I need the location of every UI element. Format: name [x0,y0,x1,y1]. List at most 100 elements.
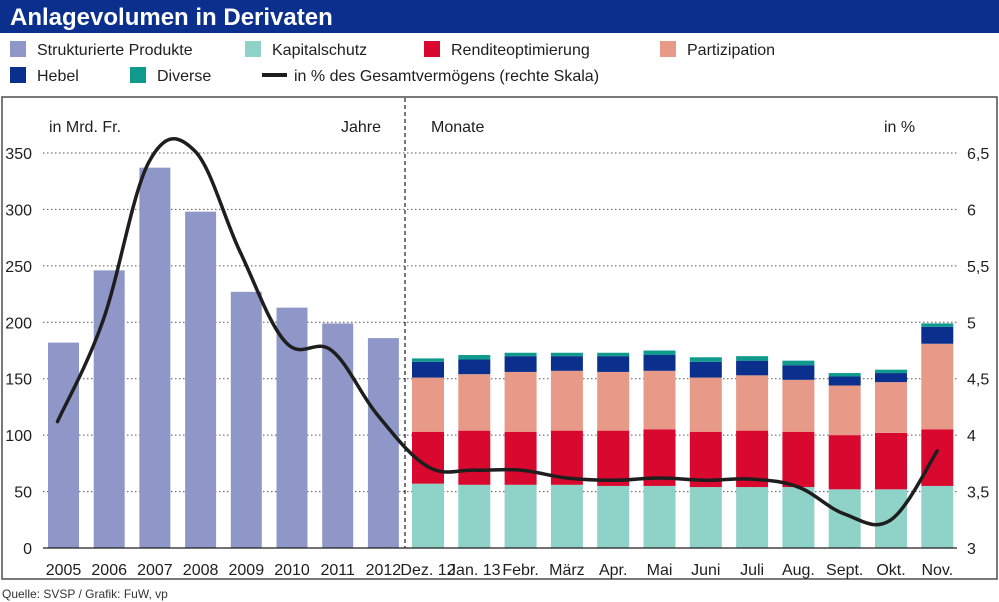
monthly-bar-segment [736,487,769,548]
legend-label: Hebel [37,68,79,85]
x-tick-label: 2012 [366,562,402,579]
share-line-group [55,136,940,527]
legend-label: Kapitalschutz [272,42,367,59]
y-tick-label: 350 [5,146,32,163]
monthly-bar-segment [921,343,954,430]
monthly-bar-segment [782,365,815,380]
monthly-bar-segment [412,358,444,362]
annual-bar [48,342,79,548]
x-tick-label: Mai [647,562,673,579]
chart-title: Anlagevolumen in Derivaten [10,4,333,31]
x-tick-label: Jan. 13 [448,562,501,579]
x-tick-label: Juli [740,562,764,579]
y-tick-label: 200 [5,315,32,332]
y-tick-label: 300 [5,202,32,219]
monthly-bar-segment [458,374,491,431]
x-tick-label: 2009 [229,562,265,579]
monthly-bar-segment [643,355,676,371]
legend-swatch [130,67,146,83]
right-axis-label: in % [884,119,915,136]
y2-tick-label: 5,5 [967,259,989,276]
monthly-bar-segment [736,356,769,361]
y2-tick-label: 5 [967,315,976,332]
monthly-bar-segment [689,377,722,432]
legend-swatch [660,41,676,57]
monthly-bar-segment [458,359,491,375]
y-tick-label: 150 [5,372,32,389]
y2-tick-label: 6 [967,202,976,219]
monthly-bar-segment [689,487,722,548]
x-tick-label: Sept. [826,562,863,579]
monthly-bar-segment [782,487,815,548]
legend-swatch [10,41,26,57]
x-tick-label: 2008 [183,562,219,579]
y-tick-label: 100 [5,428,32,445]
monthly-bar-segment [504,371,537,432]
x-tick-label: Okt. [876,562,905,579]
monthly-bar-segment [828,373,861,377]
legend-swatch [10,67,26,83]
monthly-bar-segment [828,435,861,490]
y2-tick-label: 3 [967,541,976,558]
monthly-bar-segment [504,431,537,485]
monthly-bar-segment [875,382,907,433]
monthly-bar-segment [643,350,676,356]
x-tick-label: Febr. [502,562,538,579]
y-tick-label: 0 [23,541,32,558]
x-tick-label: 2007 [137,562,173,579]
x-tick-label: März [549,562,585,579]
monthly-bar-segment [736,360,769,376]
monthly-bar-segment [597,485,630,548]
y-tick-label: 250 [5,259,32,276]
x-tick-label: 2011 [320,562,355,579]
legend-label: in % des Gesamtvermögens (rechte Skala) [294,68,599,85]
monthly-bar-segment [782,379,815,432]
monthly-bar-segment [828,376,861,386]
x-tick-label: Juni [691,562,720,579]
axis-ticks: 0 50 100 150 200 250 300 350 3 3,5 4 4,5 5 5,5 6 6,5 200… [5,146,989,579]
monthly-bar-segment [921,323,954,327]
x-tick-label: Nov. [921,562,953,579]
monthly-bar-segment [921,429,954,486]
monthly-bar-segment [458,355,491,360]
monthly-bar-segment [597,430,630,486]
annual-bar [185,211,217,548]
plot-frame [1,96,998,580]
monthly-bar-segment [597,356,630,372]
legend-label: Diverse [157,68,211,85]
monthly-bar-segment [643,370,676,430]
x-tick-label: 2010 [274,562,310,579]
x-tick-label: 2005 [46,562,82,579]
x-tick-label: Apr. [599,562,627,579]
share-line [55,136,940,527]
monthly-bar-segment [412,483,444,548]
legend-label: Partizipation [687,42,775,59]
y2-tick-label: 4,5 [967,372,989,389]
monthly-bar-segment [597,371,630,431]
y-tick-label: 50 [14,485,32,502]
monthly-bar-segment [504,352,537,357]
monthly-bar-segment [921,326,954,344]
monthly-bar-segment [782,431,815,488]
monthly-bar-segment [550,352,583,357]
monthly-bar-segment [504,484,537,548]
monthly-bar-segment [643,485,676,548]
annual-bar [322,323,354,548]
monthly-bar-segment [504,356,537,372]
annual-bar [367,338,399,548]
monthly-bar-segment [689,431,722,488]
monthly-bar-segment [828,385,861,436]
legend-label: Strukturierte Produkte [37,42,193,59]
monthly-bar-segment [736,375,769,431]
monthly-bar-segment [921,485,954,548]
legend-label: Renditeoptimierung [451,42,590,59]
annual-bar [139,167,171,548]
left-axis-label: in Mrd. Fr. [49,119,121,136]
monthly-bar-segment [412,377,444,432]
monthly-bar-segment [597,352,630,357]
x-tick-label: 2006 [91,562,127,579]
monthly-bar-segment [550,356,583,371]
source-note: Quelle: SVSP / Grafik: FuW, vp [2,587,168,601]
x-tick-label: Aug. [782,562,815,579]
